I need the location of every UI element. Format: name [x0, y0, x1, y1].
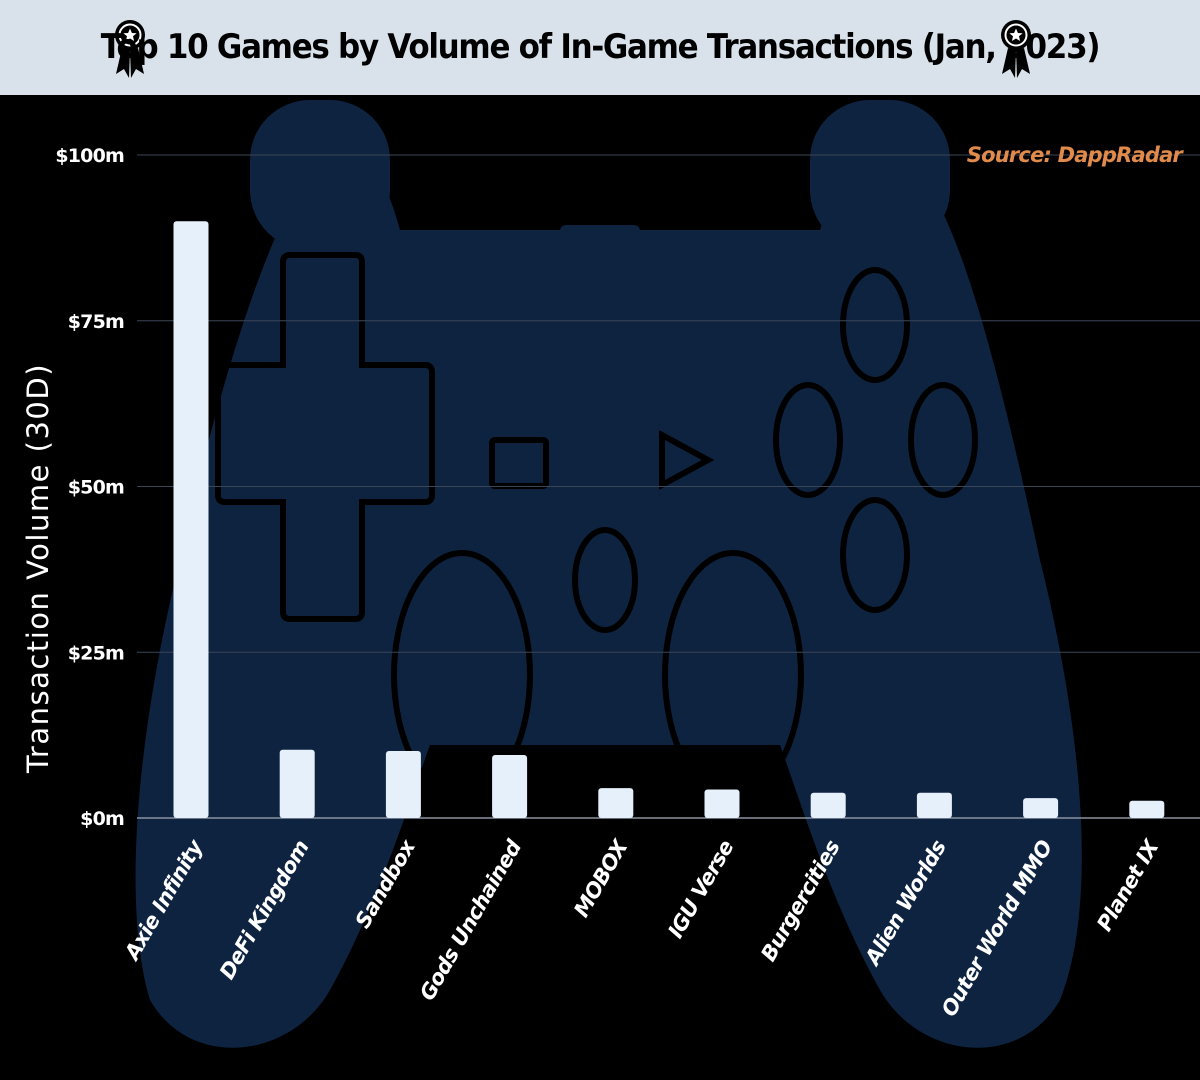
chart-title: Top 10 Games by Volume of In-Game Transa… — [100, 27, 1101, 67]
y-tick-label: $25m — [68, 642, 124, 664]
bar-chart: $0m$25m$50m$75m$100m Axie Infinity DeFi K… — [21, 100, 1200, 1048]
y-gridlines — [137, 154, 1200, 819]
bar — [1129, 800, 1165, 818]
bar — [1023, 798, 1059, 818]
bar — [279, 749, 315, 818]
gamepad-controller-icon — [135, 100, 1082, 1048]
y-tick-label: $50m — [68, 477, 124, 499]
x-tick-label: Planet IX — [1092, 834, 1164, 935]
bar — [810, 792, 846, 818]
y-tick-label: $100m — [55, 145, 124, 167]
y-axis-label: Transaction Volume (30D) — [21, 363, 55, 774]
chart-header: Top 10 Games by Volume of In-Game Transa… — [0, 0, 1200, 95]
x-tick-label: Burgercities — [756, 836, 844, 965]
award-ribbon-icon — [1001, 20, 1031, 78]
award-ribbon-icon — [115, 20, 145, 78]
y-tick-label: $75m — [68, 311, 124, 333]
bar — [385, 751, 421, 818]
x-tick-label: Gods Unchained — [415, 835, 527, 1005]
bars — [173, 221, 1165, 819]
bar — [173, 221, 209, 819]
x-tick-label: IGU Verse — [663, 836, 738, 942]
bar — [492, 755, 528, 818]
bar — [704, 789, 740, 818]
x-tick-label: MOBOX — [569, 834, 633, 921]
source-label: Source: DappRadar — [966, 143, 1183, 167]
bar — [598, 788, 634, 818]
y-tick-label: $0m — [80, 808, 124, 830]
y-axis-ticks: $0m $25m $50m $75m $100m — [55, 145, 124, 830]
bar — [916, 792, 952, 818]
